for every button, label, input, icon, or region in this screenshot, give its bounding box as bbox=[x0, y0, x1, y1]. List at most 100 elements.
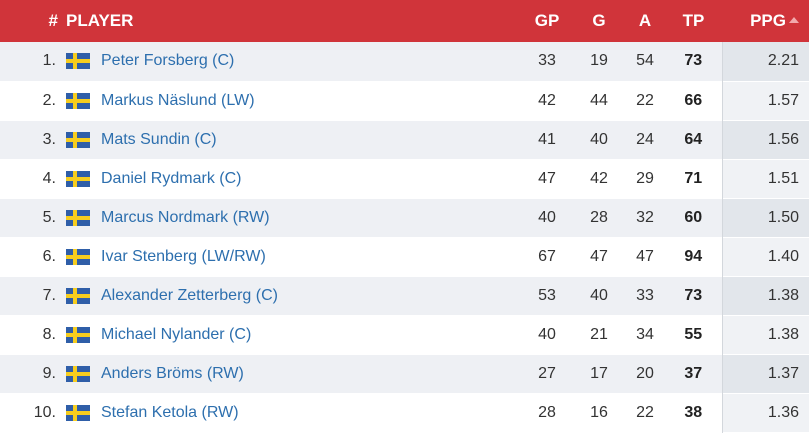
table-row: 2. Markus Näslund (LW) 42 44 22 66 1.57 bbox=[0, 81, 809, 120]
a-cell: 33 bbox=[625, 276, 665, 315]
player-cell: Daniel Rydmark (C) bbox=[66, 159, 521, 198]
sweden-flag-icon bbox=[66, 248, 90, 265]
table-row: 8. Michael Nylander (C) 40 21 34 55 1.38 bbox=[0, 315, 809, 354]
table-body: 1. Peter Forsberg (C) 33 19 54 73 2.21 2… bbox=[0, 42, 809, 432]
rank-cell: 5. bbox=[0, 198, 66, 237]
ppg-column-header[interactable]: PPG bbox=[722, 0, 809, 42]
player-cell: Marcus Nordmark (RW) bbox=[66, 198, 521, 237]
rank-cell: 10. bbox=[0, 393, 66, 432]
ppg-cell: 1.38 bbox=[721, 276, 809, 315]
player-link[interactable]: Anders Bröms (RW) bbox=[101, 364, 244, 382]
a-cell: 22 bbox=[625, 81, 665, 120]
player-column-header[interactable]: PLAYER bbox=[66, 0, 521, 42]
rank-cell: 1. bbox=[0, 42, 66, 81]
tp-cell: 60 bbox=[665, 198, 722, 237]
a-cell: 34 bbox=[625, 315, 665, 354]
rank-cell: 7. bbox=[0, 276, 66, 315]
rank-cell: 2. bbox=[0, 81, 66, 120]
g-cell: 40 bbox=[573, 276, 625, 315]
sweden-flag-icon bbox=[66, 92, 90, 109]
gp-cell: 33 bbox=[521, 42, 573, 81]
a-cell: 29 bbox=[625, 159, 665, 198]
gp-cell: 41 bbox=[521, 120, 573, 159]
tp-cell: 37 bbox=[665, 354, 722, 393]
tp-cell: 66 bbox=[665, 81, 722, 120]
rank-cell: 6. bbox=[0, 237, 66, 276]
sweden-flag-icon bbox=[66, 131, 90, 148]
g-cell: 16 bbox=[573, 393, 625, 432]
a-cell: 47 bbox=[625, 237, 665, 276]
table-header: # PLAYER GP G A TP PPG bbox=[0, 0, 809, 42]
tp-cell: 73 bbox=[665, 42, 722, 81]
table-row: 9. Anders Bröms (RW) 27 17 20 37 1.37 bbox=[0, 354, 809, 393]
a-cell: 54 bbox=[625, 42, 665, 81]
a-cell: 32 bbox=[625, 198, 665, 237]
g-cell: 19 bbox=[573, 42, 625, 81]
tp-cell: 73 bbox=[665, 276, 722, 315]
gp-column-header[interactable]: GP bbox=[521, 0, 573, 42]
player-link[interactable]: Michael Nylander (C) bbox=[101, 325, 252, 343]
player-link[interactable]: Markus Näslund (LW) bbox=[101, 91, 255, 109]
gp-cell: 40 bbox=[521, 198, 573, 237]
player-cell: Ivar Stenberg (LW/RW) bbox=[66, 237, 521, 276]
player-link[interactable]: Ivar Stenberg (LW/RW) bbox=[101, 247, 266, 265]
player-cell: Stefan Ketola (RW) bbox=[66, 393, 521, 432]
player-cell: Peter Forsberg (C) bbox=[66, 42, 521, 81]
table-row: 6. Ivar Stenberg (LW/RW) 67 47 47 94 1.4… bbox=[0, 237, 809, 276]
player-cell: Mats Sundin (C) bbox=[66, 120, 521, 159]
a-cell: 20 bbox=[625, 354, 665, 393]
ppg-cell: 1.56 bbox=[721, 120, 809, 159]
player-cell: Alexander Zetterberg (C) bbox=[66, 276, 521, 315]
sweden-flag-icon bbox=[66, 404, 90, 421]
table-row: 4. Daniel Rydmark (C) 47 42 29 71 1.51 bbox=[0, 159, 809, 198]
rank-cell: 9. bbox=[0, 354, 66, 393]
g-cell: 47 bbox=[573, 237, 625, 276]
ppg-header-label: PPG bbox=[750, 11, 786, 30]
ppg-cell: 1.37 bbox=[721, 354, 809, 393]
g-cell: 44 bbox=[573, 81, 625, 120]
a-cell: 22 bbox=[625, 393, 665, 432]
ppg-cell: 1.57 bbox=[721, 81, 809, 120]
gp-cell: 28 bbox=[521, 393, 573, 432]
rank-cell: 3. bbox=[0, 120, 66, 159]
gp-cell: 47 bbox=[521, 159, 573, 198]
rank-column-header[interactable]: # bbox=[0, 0, 66, 42]
ppg-cell: 2.21 bbox=[721, 42, 809, 81]
tp-cell: 38 bbox=[665, 393, 722, 432]
gp-cell: 53 bbox=[521, 276, 573, 315]
g-cell: 42 bbox=[573, 159, 625, 198]
player-link[interactable]: Daniel Rydmark (C) bbox=[101, 169, 242, 187]
table-row: 3. Mats Sundin (C) 41 40 24 64 1.56 bbox=[0, 120, 809, 159]
ppg-cell: 1.51 bbox=[721, 159, 809, 198]
sweden-flag-icon bbox=[66, 365, 90, 382]
player-link[interactable]: Alexander Zetterberg (C) bbox=[101, 286, 278, 304]
sweden-flag-icon bbox=[66, 287, 90, 304]
player-link[interactable]: Peter Forsberg (C) bbox=[101, 52, 235, 70]
g-cell: 21 bbox=[573, 315, 625, 354]
gp-cell: 67 bbox=[521, 237, 573, 276]
ppg-cell: 1.38 bbox=[721, 315, 809, 354]
sweden-flag-icon bbox=[66, 209, 90, 226]
ppg-cell: 1.50 bbox=[721, 198, 809, 237]
player-cell: Markus Näslund (LW) bbox=[66, 81, 521, 120]
tp-cell: 94 bbox=[665, 237, 722, 276]
gp-cell: 42 bbox=[521, 81, 573, 120]
player-link[interactable]: Stefan Ketola (RW) bbox=[101, 403, 239, 421]
tp-cell: 71 bbox=[665, 159, 722, 198]
gp-cell: 27 bbox=[521, 354, 573, 393]
table-row: 5. Marcus Nordmark (RW) 40 28 32 60 1.50 bbox=[0, 198, 809, 237]
g-column-header[interactable]: G bbox=[573, 0, 625, 42]
player-cell: Anders Bröms (RW) bbox=[66, 354, 521, 393]
a-column-header[interactable]: A bbox=[625, 0, 665, 42]
player-link[interactable]: Marcus Nordmark (RW) bbox=[101, 208, 270, 226]
table-row: 1. Peter Forsberg (C) 33 19 54 73 2.21 bbox=[0, 42, 809, 81]
gp-cell: 40 bbox=[521, 315, 573, 354]
tp-cell: 64 bbox=[665, 120, 722, 159]
rank-cell: 8. bbox=[0, 315, 66, 354]
player-cell: Michael Nylander (C) bbox=[66, 315, 521, 354]
tp-column-header[interactable]: TP bbox=[665, 0, 722, 42]
g-cell: 28 bbox=[573, 198, 625, 237]
player-link[interactable]: Mats Sundin (C) bbox=[101, 130, 217, 148]
sweden-flag-icon bbox=[66, 53, 90, 70]
stats-table: # PLAYER GP G A TP PPG 1. Peter Forsberg… bbox=[0, 0, 809, 432]
